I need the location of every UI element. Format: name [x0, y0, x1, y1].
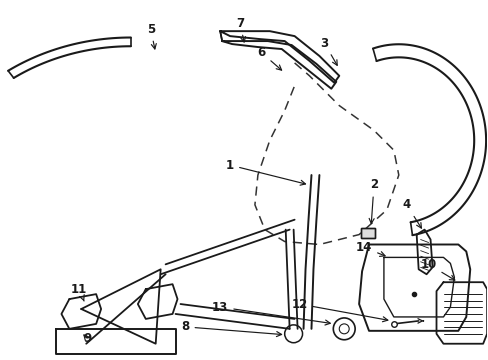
Text: 1: 1 [225, 159, 305, 185]
Text: 4: 4 [402, 198, 421, 228]
Text: 3: 3 [320, 37, 337, 65]
Text: 5: 5 [146, 23, 156, 49]
Text: 10: 10 [420, 258, 454, 280]
Text: 7: 7 [236, 17, 245, 42]
Text: 13: 13 [212, 301, 329, 325]
Text: 8: 8 [181, 320, 281, 337]
Bar [360, 228, 374, 238]
Text: 2: 2 [368, 179, 377, 224]
Bar [360, 228, 374, 238]
Text: 14: 14 [355, 241, 384, 256]
Text: 11: 11 [71, 283, 87, 301]
Text: 6: 6 [257, 46, 281, 70]
Text: 12: 12 [291, 297, 387, 322]
Text: 9: 9 [83, 332, 91, 345]
